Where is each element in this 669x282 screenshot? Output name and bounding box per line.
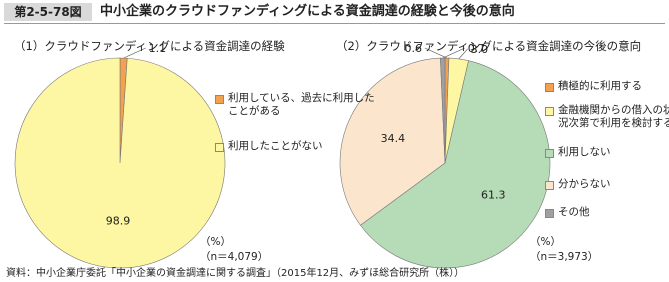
unit-note: （%）: [530, 236, 561, 248]
slice-label: 98.9: [106, 215, 131, 228]
slice-label: 3.0: [471, 43, 489, 56]
unit-note: （%）: [200, 236, 231, 248]
chart-title: （1）クラウドファンディングによる資金調達の経験: [14, 39, 285, 53]
legend-label: 利用しない: [558, 146, 611, 158]
leader-line: [123, 47, 146, 59]
slice-label: 61.3: [481, 189, 506, 202]
legend-label: 分からない: [558, 178, 611, 190]
leader-line: [442, 47, 465, 59]
legend-swatch: [545, 209, 554, 218]
page-title: 中小企業のクラウドファンディングによる資金調達の経験と今後の意向: [100, 4, 515, 19]
slice-label: 1.1: [149, 42, 167, 55]
slice-label: 34.4: [381, 132, 406, 145]
leader-line: [424, 47, 448, 59]
source: 資料：中小企業庁委託「中小企業の資金調達に関する調査」（2015年12月、みずほ…: [6, 268, 465, 279]
legend-swatch: [545, 149, 554, 158]
legend-label: その他: [558, 206, 590, 218]
slice-label: 0.7: [468, 42, 486, 55]
pie-slice: [360, 60, 551, 269]
legend-label: 利用している、過去に利用したことがある: [228, 92, 375, 117]
legend-swatch: [545, 107, 554, 116]
legend-swatch: [545, 83, 554, 92]
legend-label: 積極的に利用する: [558, 80, 642, 92]
legend-swatch: [545, 181, 554, 190]
pie-slice: [440, 57, 446, 164]
legend-label: 利用したことがない: [228, 140, 323, 152]
chart-title: （2）クラウドファンディングによる資金調達の今後の意向: [336, 39, 642, 53]
legend-swatch: [215, 95, 224, 104]
rule: [4, 23, 665, 24]
slice-label: 0.6: [404, 42, 422, 55]
sample-note: （n＝4,079）: [200, 251, 269, 263]
pie-slice: [339, 57, 446, 226]
sample-note: （n＝3,973）: [530, 251, 599, 263]
figure-label: 第2-5-78図: [4, 3, 92, 21]
legend-label: 金融機関からの借入の状況次第で利用を検討する: [558, 104, 669, 129]
legend-swatch: [215, 143, 224, 152]
pie-slice: [14, 57, 226, 269]
leader-line: [458, 48, 468, 60]
